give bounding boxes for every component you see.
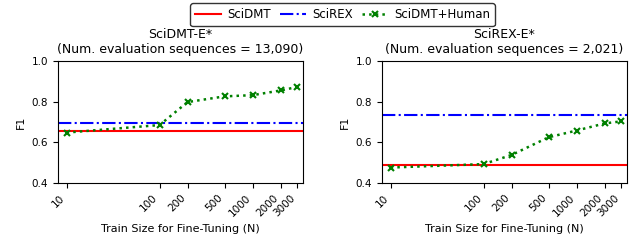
Title: SciDMT-E*
(Num. evaluation sequences = 13,090): SciDMT-E* (Num. evaluation sequences = 1… [57, 28, 303, 56]
X-axis label: Train Size for Fine-Tuning (N): Train Size for Fine-Tuning (N) [101, 224, 260, 234]
SciDMT+Human [573, 129, 580, 132]
SciDMT+Human [387, 166, 394, 169]
SciDMT+Human [276, 89, 284, 92]
Y-axis label: F1: F1 [340, 115, 350, 129]
Line: SciDMT+Human: SciDMT+Human [387, 118, 625, 171]
SciDMT+Human [508, 153, 515, 156]
SciDMT [294, 164, 301, 167]
SciDMT+Human [184, 101, 191, 103]
SciDMT+Human [293, 86, 301, 89]
SciDMT+Human [156, 123, 163, 126]
SciDMT+Human [221, 95, 228, 98]
Title: SciREX-E*
(Num. evaluation sequences = 2,021): SciREX-E* (Num. evaluation sequences = 2… [385, 28, 623, 56]
SciREX [294, 114, 301, 117]
SciDMT+Human [545, 136, 552, 139]
X-axis label: Train Size for Fine-Tuning (N): Train Size for Fine-Tuning (N) [425, 224, 584, 234]
Y-axis label: F1: F1 [16, 115, 26, 129]
SciDMT+Human [480, 163, 488, 165]
SciDMT+Human [617, 120, 625, 123]
SciDMT+Human [63, 131, 70, 134]
Line: SciDMT+Human: SciDMT+Human [63, 83, 300, 136]
SciDMT+Human [249, 94, 257, 97]
SciDMT+Human [601, 122, 609, 125]
Legend: SciDMT, SciREX, SciDMT+Human: SciDMT, SciREX, SciDMT+Human [190, 3, 495, 26]
